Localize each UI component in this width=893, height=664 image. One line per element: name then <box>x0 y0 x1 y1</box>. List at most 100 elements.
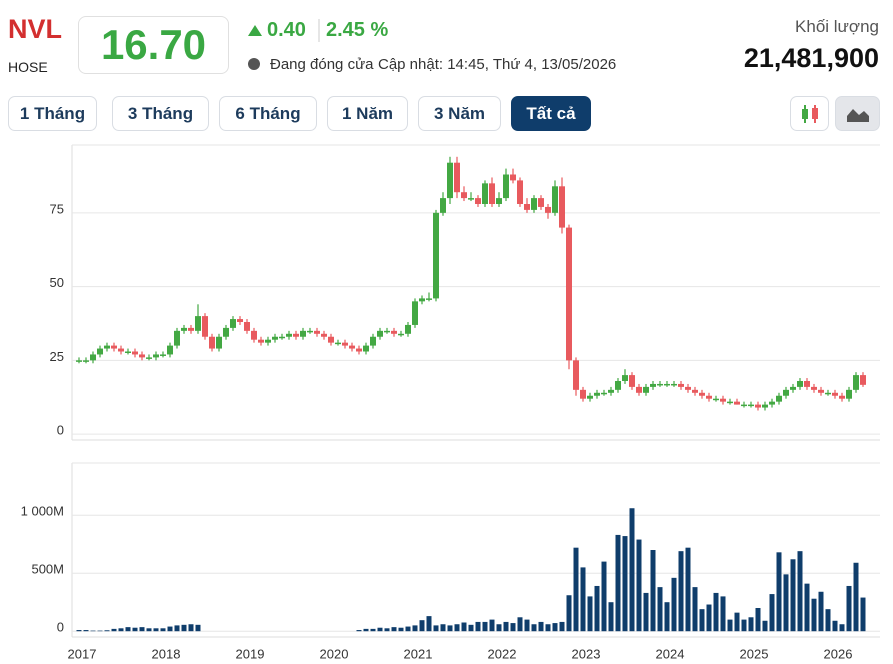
range-button[interactable]: 3 Tháng <box>112 96 209 131</box>
y-tick-label: 0 <box>57 620 64 635</box>
volume-bar <box>601 561 607 632</box>
volume-bar <box>83 630 89 632</box>
volume-bar <box>804 583 810 632</box>
range-button[interactable]: 3 Năm <box>418 96 501 131</box>
volume-bar <box>755 608 761 632</box>
volume-bar <box>678 551 684 632</box>
candle-body <box>664 383 670 386</box>
volume-bar <box>104 630 110 632</box>
candle-body <box>188 327 194 331</box>
candle-body <box>552 186 558 213</box>
candle-body <box>384 330 390 333</box>
candle-body <box>314 330 320 334</box>
volume-bar <box>706 604 712 632</box>
candle-body <box>83 360 89 362</box>
candle-body <box>321 333 327 337</box>
volume-bar <box>825 609 831 632</box>
volume-bar <box>741 619 747 632</box>
volume-bar <box>377 627 383 632</box>
volume-bar <box>496 624 502 632</box>
candle-body <box>566 227 572 361</box>
volume-bar <box>132 627 138 632</box>
range-button[interactable]: 1 Năm <box>327 96 408 131</box>
volume-bar <box>419 620 425 632</box>
volume-bar <box>664 602 670 632</box>
candle-body <box>692 389 698 393</box>
area-view-button[interactable] <box>835 96 880 131</box>
x-tick-label: 2018 <box>152 646 181 661</box>
candle-body <box>699 392 705 396</box>
candle-body <box>846 389 852 399</box>
candle-body <box>307 330 313 333</box>
candle-body <box>356 348 362 352</box>
candle-body <box>706 395 712 399</box>
candle-body <box>251 330 257 340</box>
volume-bar <box>580 567 586 632</box>
candle-body <box>622 375 628 381</box>
volume-bar <box>671 577 677 632</box>
volume-bar <box>111 628 117 632</box>
candle-body <box>195 316 201 331</box>
volume-bar <box>356 630 362 632</box>
candle-body <box>461 192 467 199</box>
volume-bar <box>174 625 180 632</box>
volume-bar <box>433 625 439 632</box>
candle-body <box>538 198 544 207</box>
range-button[interactable]: 1 Tháng <box>8 96 97 131</box>
icon-area <box>846 108 869 122</box>
volume-bar <box>398 627 404 632</box>
volume-bar <box>776 552 782 632</box>
candle-body <box>685 386 691 390</box>
y-tick-label: 25 <box>50 349 64 364</box>
volume-bar <box>531 624 537 632</box>
candle-body <box>671 383 677 386</box>
candle-body <box>524 204 530 210</box>
volume-bar <box>720 596 726 632</box>
volume-bar <box>818 591 824 632</box>
candle-body <box>783 389 789 396</box>
candle-body <box>496 198 502 204</box>
candle-body <box>279 336 285 339</box>
candle-body <box>601 392 607 395</box>
y-tick-label: 75 <box>50 201 64 216</box>
candle-body <box>762 404 768 408</box>
candle-body <box>104 345 110 349</box>
range-button[interactable]: 6 Tháng <box>219 96 317 131</box>
x-tick-label: 2023 <box>572 646 601 661</box>
volume-bar <box>510 623 516 632</box>
volume-bar <box>643 592 649 632</box>
candle-body <box>398 333 404 336</box>
candle-body <box>181 327 187 331</box>
symbol: NVL <box>8 14 62 44</box>
candle-body <box>90 354 96 361</box>
x-tick-label: 2025 <box>740 646 769 661</box>
candle-view-button[interactable] <box>790 96 829 131</box>
candle-body <box>734 401 740 405</box>
volume-bar <box>363 628 369 632</box>
candle-body <box>811 386 817 390</box>
volume-bar <box>97 630 103 632</box>
candle-body <box>755 404 761 408</box>
change-percent: 2.45 % <box>326 19 389 41</box>
candle-body <box>860 375 866 385</box>
volume-bar <box>426 616 432 632</box>
candle-body <box>559 186 565 228</box>
volume-bar <box>118 628 124 632</box>
volume-bar <box>454 624 460 632</box>
candle-body <box>468 198 474 200</box>
volume-bar <box>195 624 201 632</box>
volume-bar <box>769 594 775 632</box>
volume-bar <box>846 585 852 632</box>
range-button-active[interactable]: Tất cả <box>511 96 591 131</box>
volume-bar <box>440 624 446 632</box>
volume-bar <box>699 609 705 632</box>
volume-bar <box>727 619 733 632</box>
volume-bar <box>573 547 579 632</box>
candle-body <box>237 319 243 322</box>
candle-body <box>405 324 411 334</box>
candle-body <box>489 183 495 204</box>
volume-bar <box>839 624 845 632</box>
candle-body <box>160 354 166 356</box>
volume-bar <box>468 624 474 632</box>
candle-body <box>573 360 579 390</box>
